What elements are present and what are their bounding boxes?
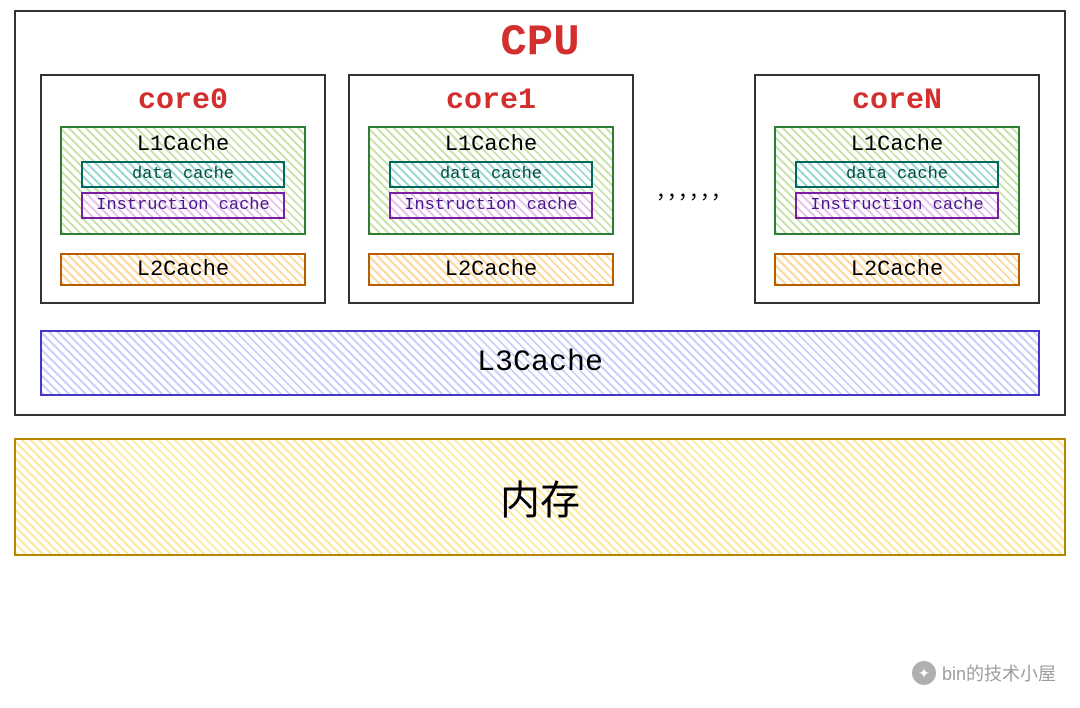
core-0-l2: L2Cache xyxy=(60,253,306,286)
core-n-l1-label: L1Cache xyxy=(786,132,1008,157)
core-n-instr-cache: Instruction cache xyxy=(795,192,999,219)
core-1-title: core1 xyxy=(368,84,614,118)
core-0-l1-label: L1Cache xyxy=(72,132,294,157)
core-0: core0 L1Cache data cache Instruction cac… xyxy=(40,74,326,304)
cores-ellipsis: ，，，，，， xyxy=(656,175,732,204)
core-0-data-cache-label: data cache xyxy=(132,165,234,184)
core-0-instr-cache-label: Instruction cache xyxy=(96,196,269,215)
cores-row: core0 L1Cache data cache Instruction cac… xyxy=(40,74,1040,304)
core-0-title: core0 xyxy=(60,84,306,118)
core-1-l2: L2Cache xyxy=(368,253,614,286)
cpu-container: CPU core0 L1Cache data cache Instruction… xyxy=(14,10,1066,416)
watermark-text: bin的技术小屋 xyxy=(942,660,1056,686)
watermark: ✦ bin的技术小屋 xyxy=(912,660,1056,686)
core-n-title: coreN xyxy=(774,84,1020,118)
core-n: coreN L1Cache data cache Instruction cac… xyxy=(754,74,1040,304)
memory-block: 内存 xyxy=(14,438,1066,556)
core-0-l1: L1Cache data cache Instruction cache xyxy=(60,126,306,235)
l3-cache: L3Cache xyxy=(40,330,1040,396)
memory-label: 内存 xyxy=(500,479,580,523)
core-1-instr-cache: Instruction cache xyxy=(389,192,593,219)
core-0-l2-label: L2Cache xyxy=(137,257,229,282)
core-n-data-cache: data cache xyxy=(795,161,999,188)
core-1-l2-label: L2Cache xyxy=(445,257,537,282)
core-1-instr-cache-label: Instruction cache xyxy=(404,196,577,215)
core-n-data-cache-label: data cache xyxy=(846,165,948,184)
wechat-icon: ✦ xyxy=(912,661,936,685)
l3-cache-label: L3Cache xyxy=(477,346,603,380)
core-n-l2-label: L2Cache xyxy=(851,257,943,282)
cpu-title: CPU xyxy=(40,18,1040,68)
core-n-l1: L1Cache data cache Instruction cache xyxy=(774,126,1020,235)
core-1: core1 L1Cache data cache Instruction cac… xyxy=(348,74,634,304)
core-1-l1: L1Cache data cache Instruction cache xyxy=(368,126,614,235)
core-n-l2: L2Cache xyxy=(774,253,1020,286)
core-0-data-cache: data cache xyxy=(81,161,285,188)
core-0-instr-cache: Instruction cache xyxy=(81,192,285,219)
core-1-data-cache-label: data cache xyxy=(440,165,542,184)
core-n-instr-cache-label: Instruction cache xyxy=(810,196,983,215)
core-1-data-cache: data cache xyxy=(389,161,593,188)
core-1-l1-label: L1Cache xyxy=(380,132,602,157)
